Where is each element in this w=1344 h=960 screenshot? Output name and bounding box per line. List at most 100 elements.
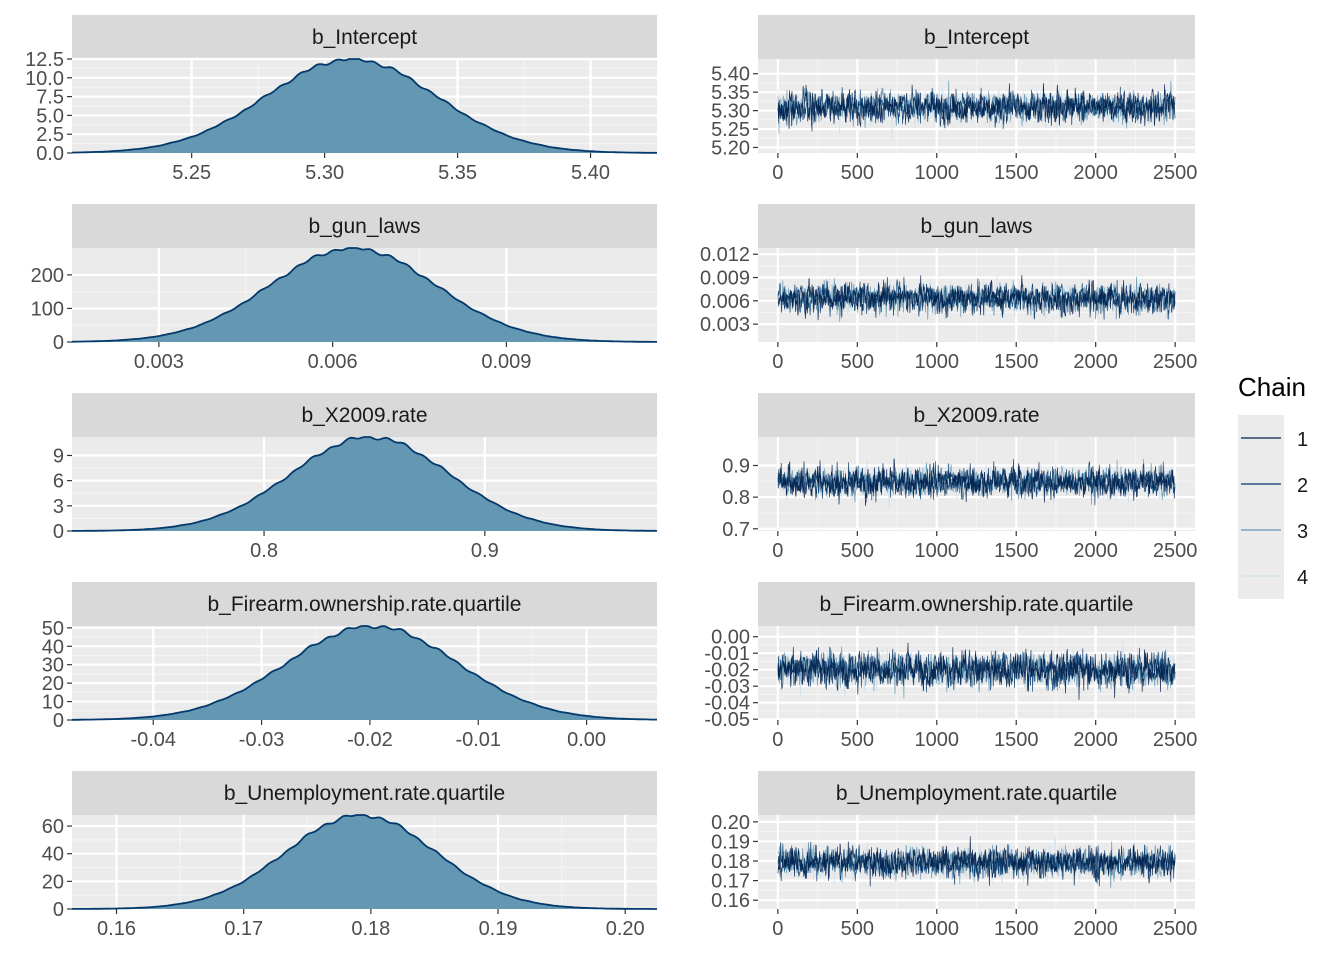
density-panel: b_Unemployment.rate.quartile 0.16 0.17 0.18… [42, 771, 657, 940]
density-area [72, 437, 657, 531]
x-tick-label: 0.8 [250, 540, 278, 562]
density-line [71, 58, 658, 154]
facet-strip-label: b_gun_laws [308, 215, 420, 238]
chain-1-trace [777, 458, 1176, 507]
facet-strip [72, 204, 657, 248]
y-tick-label: 0.16 [711, 890, 750, 912]
x-tick-label: -0.03 [239, 729, 285, 751]
y-tick-label: 3 [53, 496, 64, 518]
y-tick-label: 10.0 [25, 68, 64, 90]
facet-strip [72, 771, 657, 815]
trace-panel: b_gun_laws 0 500 1000 1500 2000 2500 0.0030.006… [700, 204, 1197, 373]
chain-1-trace [777, 275, 1176, 321]
y-axis: -0.05-0.04-0.03-0.02-0.010.00 [704, 627, 758, 731]
x-axis: 0 500 1000 1500 2000 2500 [772, 342, 1197, 373]
chain-4-trace [777, 274, 1176, 320]
y-tick-label: 7.5 [36, 87, 64, 109]
x-tick-label: 5.40 [571, 162, 610, 184]
y-tick-label: 0.012 [700, 244, 750, 266]
x-tick-label: 1000 [915, 162, 960, 184]
x-axis: 0.8 0.9 [250, 531, 499, 562]
y-tick-label: 40 [42, 844, 64, 866]
chain-1-trace [777, 836, 1176, 887]
x-tick-label: 0.16 [97, 918, 136, 940]
y-tick-label: -0.04 [704, 693, 750, 715]
y-tick-label: 20 [42, 673, 64, 695]
facet-strip-label: b_Unemployment.rate.quartile [224, 782, 505, 805]
x-tick-label: 5.35 [438, 162, 477, 184]
x-tick-label: 1500 [994, 729, 1039, 751]
y-tick-label: -0.02 [704, 660, 750, 682]
facet-strip-label: b_gun_laws [920, 215, 1032, 238]
y-tick-label: 0.003 [700, 314, 750, 336]
y-tick-label: 50 [42, 618, 64, 640]
x-axis: 5.25 5.30 5.35 5.40 [172, 153, 610, 184]
legend-key-background [1238, 415, 1284, 599]
y-tick-label: 0 [53, 332, 64, 354]
y-tick-label: 5.0 [36, 105, 64, 127]
x-tick-label: 2500 [1153, 351, 1198, 373]
x-tick-label: 0.18 [351, 918, 390, 940]
x-tick-label: 1000 [915, 540, 960, 562]
x-tick-label: 1000 [915, 729, 960, 751]
x-tick-label: 1500 [994, 918, 1039, 940]
facet-strip-label: b_Firearm.ownership.rate.quartile [208, 593, 522, 616]
x-tick-label: 500 [841, 351, 874, 373]
x-tick-label: 0.20 [606, 918, 645, 940]
x-tick-label: -0.01 [455, 729, 501, 751]
y-tick-label: 60 [42, 816, 64, 838]
y-tick-label: 20 [42, 871, 64, 893]
x-tick-label: 2500 [1153, 729, 1198, 751]
legend: Chain 1 2 3 4 [1238, 372, 1308, 599]
x-tick-label: 2500 [1153, 162, 1198, 184]
x-tick-label: 0 [772, 540, 783, 562]
x-tick-label: 1500 [994, 162, 1039, 184]
y-tick-label: 2.5 [36, 124, 64, 146]
y-tick-label: 6 [53, 471, 64, 493]
facet-strip-label: b_Unemployment.rate.quartile [836, 782, 1117, 805]
x-axis: 0 500 1000 1500 2000 2500 [772, 720, 1197, 751]
y-axis: 0.02.55.07.510.012.5 [25, 49, 72, 165]
x-tick-label: 2000 [1073, 351, 1118, 373]
y-tick-label: 0.9 [722, 455, 750, 477]
y-tick-label: 200 [31, 265, 64, 287]
x-tick-label: 0.9 [471, 540, 499, 562]
x-tick-label: 500 [841, 162, 874, 184]
y-tick-label: -0.03 [704, 676, 750, 698]
y-tick-label: -0.05 [704, 709, 750, 731]
density-panel: b_Firearm.ownership.rate.quartile-0.04 -0… [42, 582, 657, 751]
x-axis: 0 500 1000 1500 2000 2500 [772, 909, 1197, 940]
density-area [72, 626, 657, 720]
x-tick-label: 0.00 [567, 729, 606, 751]
trace-panel: b_Unemployment.rate.quartile 0 500 1000 1500… [711, 771, 1197, 940]
y-tick-label: 40 [42, 636, 64, 658]
y-tick-label: 0.19 [711, 831, 750, 853]
facet-strip-label: b_X2009.rate [301, 404, 427, 427]
x-axis: 0 500 1000 1500 2000 2500 [772, 153, 1197, 184]
y-tick-label: -0.01 [704, 643, 750, 665]
y-axis: 5.205.255.305.355.40 [711, 64, 758, 159]
facet-strip [72, 15, 657, 59]
y-tick-label: 5.40 [711, 64, 750, 86]
facet-strip-label: b_X2009.rate [913, 404, 1039, 427]
x-tick-label: 0 [772, 729, 783, 751]
density-area [72, 815, 657, 909]
y-tick-label: 0.17 [711, 871, 750, 893]
x-tick-label: 0.006 [308, 351, 358, 373]
y-tick-label: 9 [53, 445, 64, 467]
x-tick-label: 0 [772, 351, 783, 373]
x-axis: 0.003 0.006 0.009 [134, 342, 531, 373]
x-tick-label: 2500 [1153, 540, 1198, 562]
facet-strip-label: b_Intercept [924, 26, 1029, 49]
x-tick-label: 1000 [915, 918, 960, 940]
x-tick-label: 1500 [994, 351, 1039, 373]
y-tick-label: 0.006 [700, 291, 750, 313]
y-tick-label: 0.00 [711, 627, 750, 649]
density-panel: b_gun_laws 0.003 0.006 0.009 0 100 200 [31, 204, 657, 373]
